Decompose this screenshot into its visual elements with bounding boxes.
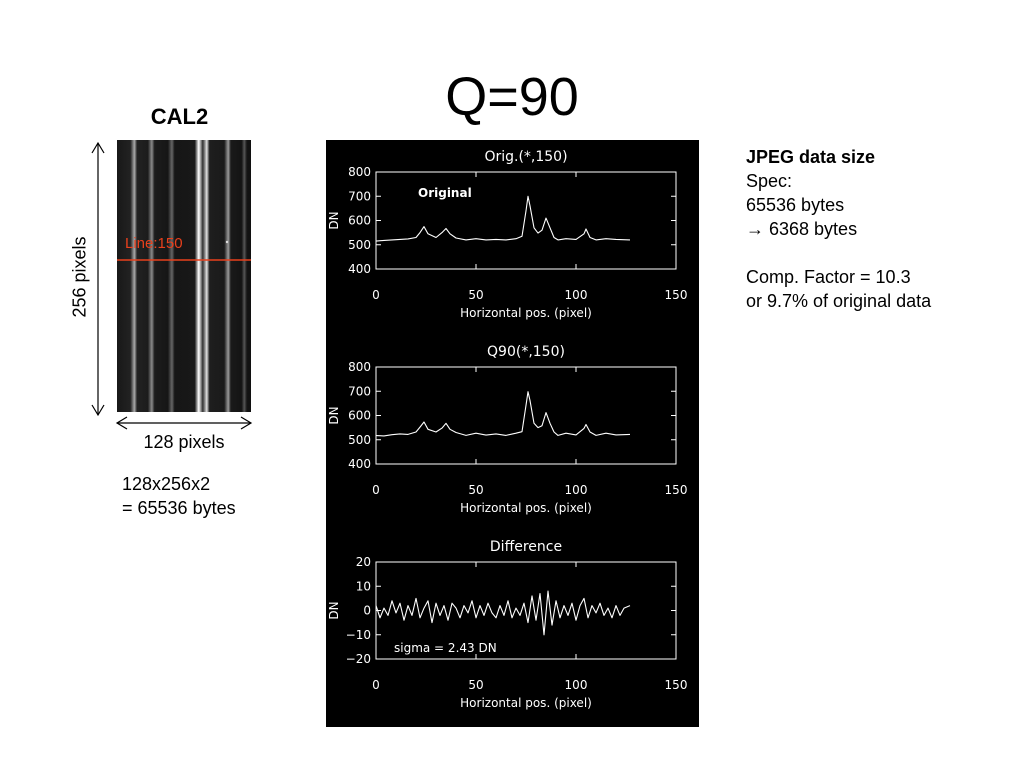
plot-title: Q90(*,150) xyxy=(487,344,565,360)
series-line xyxy=(375,195,631,242)
x-tick-label: 0 xyxy=(372,288,380,302)
x-tick-label: 150 xyxy=(665,288,688,302)
size-note: 128x256x2 = 65536 bytes xyxy=(122,472,236,520)
plot-panel: Orig.(*,150) 0 50 100 150 400 500 600 700 800 Hori… xyxy=(326,140,699,727)
series-line xyxy=(375,590,631,636)
width-arrow xyxy=(115,416,253,430)
plot-annotation: sigma = 2.43 DN xyxy=(394,641,497,655)
line-label: Line:150 xyxy=(125,235,183,252)
y-tick-label: 400 xyxy=(348,262,371,276)
y-axis-label: DN xyxy=(327,211,341,229)
y-tick-label: 800 xyxy=(348,360,371,374)
y-tick-label: 600 xyxy=(348,409,371,423)
x-tick-label: 0 xyxy=(372,678,380,692)
y-tick-label: 20 xyxy=(356,555,371,569)
y-tick-label: 700 xyxy=(348,384,371,398)
x-tick-label: 50 xyxy=(468,483,483,497)
comp-factor: Comp. Factor = 10.3 xyxy=(746,267,911,287)
x-axis-label: Horizontal pos. (pixel) xyxy=(460,306,592,320)
plot-title: Difference xyxy=(490,539,562,555)
x-tick-label: 50 xyxy=(468,678,483,692)
y-tick-label: −10 xyxy=(346,628,371,642)
compressed-bytes: → 6368 bytes xyxy=(746,219,858,239)
series-line xyxy=(375,391,631,437)
x-axis-label: Horizontal pos. (pixel) xyxy=(460,501,592,515)
y-tick-label: 500 xyxy=(348,433,371,447)
plots-svg: Orig.(*,150)0 50 100 150400500600700800Hori… xyxy=(327,149,688,710)
height-arrow xyxy=(91,141,105,417)
x-tick-label: 100 xyxy=(565,678,588,692)
plot-annotation: Original xyxy=(418,186,472,200)
hot-pixel xyxy=(225,240,229,244)
size-note-line: = 65536 bytes xyxy=(122,498,236,518)
y-tick-label: 700 xyxy=(348,189,371,203)
height-label: 256 pixels xyxy=(69,236,90,318)
y-tick-label: −20 xyxy=(346,652,371,666)
x-tick-label: 100 xyxy=(565,288,588,302)
cal2-image: Line:150 xyxy=(117,140,251,412)
plot-title: Orig.(*,150) xyxy=(484,149,567,165)
width-label: 128 pixels xyxy=(143,432,225,452)
y-tick-label: 400 xyxy=(348,457,371,471)
y-tick-label: 800 xyxy=(348,165,371,179)
x-axis-label: Horizontal pos. (pixel) xyxy=(460,696,592,710)
y-axis-label: DN xyxy=(327,601,341,619)
y-tick-label: 0 xyxy=(363,604,371,618)
y-tick-label: 500 xyxy=(348,238,371,252)
plot-frame xyxy=(375,366,677,465)
y-tick-label: 600 xyxy=(348,214,371,228)
image-title: CAL2 xyxy=(150,104,209,129)
info-heading: JPEG data size xyxy=(746,147,876,167)
spec-label: Spec: xyxy=(746,171,793,191)
x-tick-label: 0 xyxy=(372,483,380,497)
y-axis-label: DN xyxy=(327,406,341,424)
spec-bytes: 65536 bytes xyxy=(746,195,845,215)
y-tick-label: 10 xyxy=(356,579,371,593)
x-tick-label: 100 xyxy=(565,483,588,497)
page-title: Q=90 xyxy=(445,67,579,127)
percent-of-original: or 9.7% of original data xyxy=(746,291,932,311)
x-tick-label: 150 xyxy=(665,678,688,692)
x-tick-label: 150 xyxy=(665,483,688,497)
jpeg-info: JPEG data size Spec: 65536 bytes → 6368 … xyxy=(746,145,931,313)
size-note-line: 128x256x2 xyxy=(122,474,211,494)
x-tick-label: 50 xyxy=(468,288,483,302)
